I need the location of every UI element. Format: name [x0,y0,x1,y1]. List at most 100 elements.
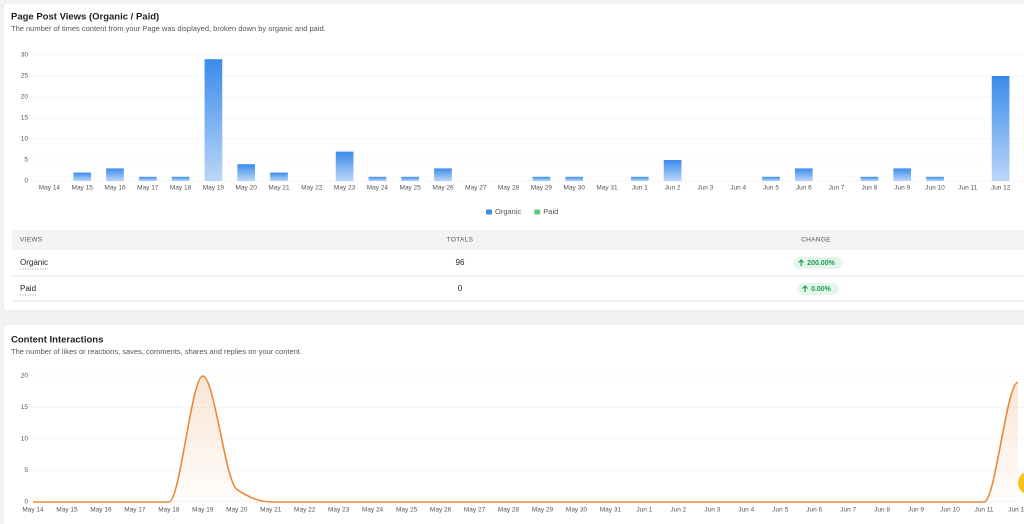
row-label: Paid [20,284,36,293]
x-tick-label: Jun 11 [975,507,994,514]
table-header: TOTALS [447,237,474,244]
card-title: Content Interactions [11,335,103,346]
x-tick-label: Jun 4 [730,185,746,192]
help-button[interactable] [1018,471,1024,495]
y-tick-label: 30 [21,52,29,59]
y-tick-label: 15 [21,404,29,411]
x-tick-label: Jun 3 [697,185,713,192]
change-badge [793,257,843,269]
x-tick-label: Jun 3 [704,507,720,514]
x-tick-label: Jun 11 [958,185,977,192]
bar [204,59,223,182]
table-header-bg [12,230,1024,250]
y-tick-label: 10 [21,436,29,443]
x-tick-label: May 26 [432,185,454,192]
x-tick-label: Jun 5 [763,185,779,192]
up-arrow [802,285,808,292]
y-tick-label: 25 [21,73,29,80]
bar [401,176,420,181]
bar [73,172,92,181]
bar [335,151,354,181]
y-tick-label: 0 [24,499,28,506]
bar [434,168,452,181]
x-tick-label: May 24 [362,507,384,514]
x-tick-label: May 22 [294,507,316,514]
total: 96 [456,258,465,267]
x-tick-label: May 26 [430,507,452,514]
x-tick-label: May 28 [498,507,520,514]
interactions-card [2,323,1024,524]
x-tick-label: May 29 [532,507,554,514]
x-tick-label: May 16 [90,507,112,514]
change-value: 0.00% [811,286,832,293]
x-tick-label: May 22 [301,185,323,192]
bar [860,176,879,181]
y-tick-label: 20 [21,94,29,101]
legend-label: Organic [495,207,522,216]
x-tick-label: May 21 [260,507,282,514]
x-tick-label: Jun 2 [670,507,686,514]
x-tick-label: May 27 [465,185,487,192]
x-tick-label: May 23 [328,507,350,514]
x-tick-label: May 24 [367,185,389,192]
x-tick-label: May 19 [192,507,214,514]
legend-label: Paid [543,207,558,216]
up-arrow [798,259,805,266]
x-tick-label: Jun 5 [772,507,788,514]
x-tick-label: May 14 [39,185,61,192]
x-tick-label: Jun 6 [796,185,812,192]
bar [794,168,813,181]
bar [762,176,780,181]
y-tick-label: 5 [24,157,28,164]
x-tick-label: Jun 7 [829,185,845,192]
x-tick-label: Jun 4 [738,507,754,514]
x-tick-label: May 25 [396,507,418,514]
card-subtitle: The number of times content from your Pa… [11,24,326,33]
x-tick-label: May 16 [104,185,126,192]
x-tick-label: Jun 1 [636,507,652,514]
legend-swatch [486,209,492,215]
x-tick-label: Jun 12 [991,185,1011,192]
x-tick-label: May 23 [334,185,356,192]
x-tick-label: May 18 [170,185,192,192]
bar [532,176,551,181]
x-tick-label: Jun 9 [908,507,924,514]
x-tick-label: Jun 6 [806,507,822,514]
bar [237,164,256,181]
total: 0 [458,284,463,293]
x-tick-label: Jun 10 [940,507,960,514]
bar [893,168,912,181]
x-tick-label: Jun 1 [632,185,648,192]
y-tick-label: 0 [24,178,28,185]
bar [106,168,124,181]
change-value: 200.00% [807,260,835,267]
bar [171,176,190,181]
bar [991,76,1010,181]
x-tick-label: May 15 [72,185,94,192]
x-tick-label: May 20 [226,507,248,514]
x-tick-label: Jun 8 [874,507,890,514]
card-title: Page Post Views (Organic / Paid) [11,12,159,23]
x-tick-label: May 20 [236,185,258,192]
y-tick-label: 20 [21,373,29,380]
x-tick-label: May 14 [22,507,44,514]
x-tick-label: May 18 [158,507,180,514]
bar [926,176,944,181]
x-tick-label: May 25 [400,185,422,192]
x-tick-label: May 30 [564,185,586,192]
legend-swatch [534,209,541,215]
x-tick-label: May 27 [464,507,486,514]
bar [630,176,649,181]
bar [663,160,682,181]
bar [138,176,157,181]
x-tick-label: May 31 [600,507,622,514]
x-tick-label: Jun 8 [861,185,877,192]
y-tick-label: 5 [24,467,28,474]
y-tick-label: 15 [21,115,29,122]
x-tick-label: Jun 9 [894,185,910,192]
views-card [2,2,1024,312]
x-tick-label: May 19 [203,185,225,192]
x-tick-label: May 17 [137,185,159,192]
x-tick-label: May 28 [498,185,520,192]
card-subtitle: The number of likes or reactions, saves,… [11,347,302,356]
